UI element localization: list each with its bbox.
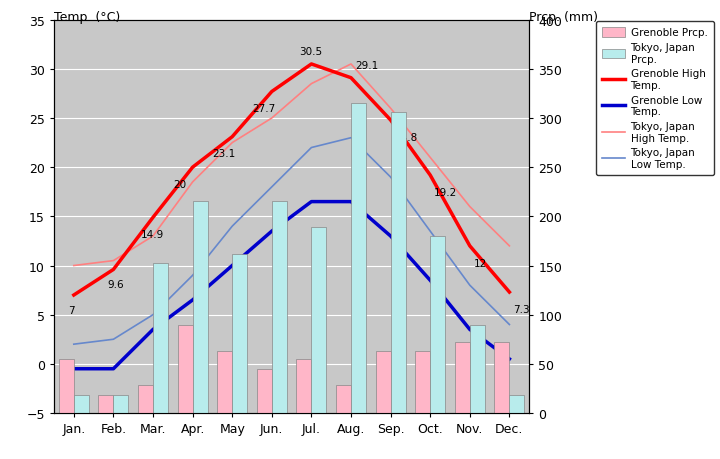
Text: 30.5: 30.5 <box>300 47 323 57</box>
Text: 24.8: 24.8 <box>395 132 418 142</box>
Bar <box>178 325 193 413</box>
Bar <box>59 359 73 413</box>
Legend: Grenoble Prcp., Tokyo, Japan
Prcp., Grenoble High
Temp., Grenoble Low
Temp., Tok: Grenoble Prcp., Tokyo, Japan Prcp., Gren… <box>596 22 714 176</box>
Bar <box>312 228 326 413</box>
Text: 27.7: 27.7 <box>252 104 275 114</box>
Bar <box>495 342 510 413</box>
Text: Temp. (°C): Temp. (°C) <box>54 11 120 24</box>
Bar <box>114 396 128 413</box>
Bar <box>153 263 168 413</box>
Bar <box>99 396 114 413</box>
Text: 7: 7 <box>68 305 74 315</box>
Bar <box>217 351 232 413</box>
Bar <box>232 254 247 413</box>
Bar <box>415 351 431 413</box>
Bar <box>272 201 287 413</box>
Text: 20: 20 <box>173 179 186 190</box>
Text: 23.1: 23.1 <box>212 149 235 159</box>
Text: 9.6: 9.6 <box>107 280 124 290</box>
Text: 7.3: 7.3 <box>513 304 530 314</box>
Bar <box>470 325 485 413</box>
Bar <box>73 396 89 413</box>
Bar <box>510 396 524 413</box>
Text: 12: 12 <box>474 258 487 268</box>
Bar <box>431 236 445 413</box>
Bar <box>257 369 271 413</box>
Bar <box>297 359 311 413</box>
Bar <box>138 386 153 413</box>
Text: Prcp. (mm): Prcp. (mm) <box>529 11 598 24</box>
Bar <box>376 351 390 413</box>
Bar <box>390 113 405 413</box>
Text: 19.2: 19.2 <box>434 187 457 197</box>
Bar <box>351 104 366 413</box>
Text: 14.9: 14.9 <box>141 230 164 240</box>
Text: 29.1: 29.1 <box>355 61 378 71</box>
Bar <box>193 201 207 413</box>
Bar <box>336 386 351 413</box>
Bar <box>455 342 470 413</box>
